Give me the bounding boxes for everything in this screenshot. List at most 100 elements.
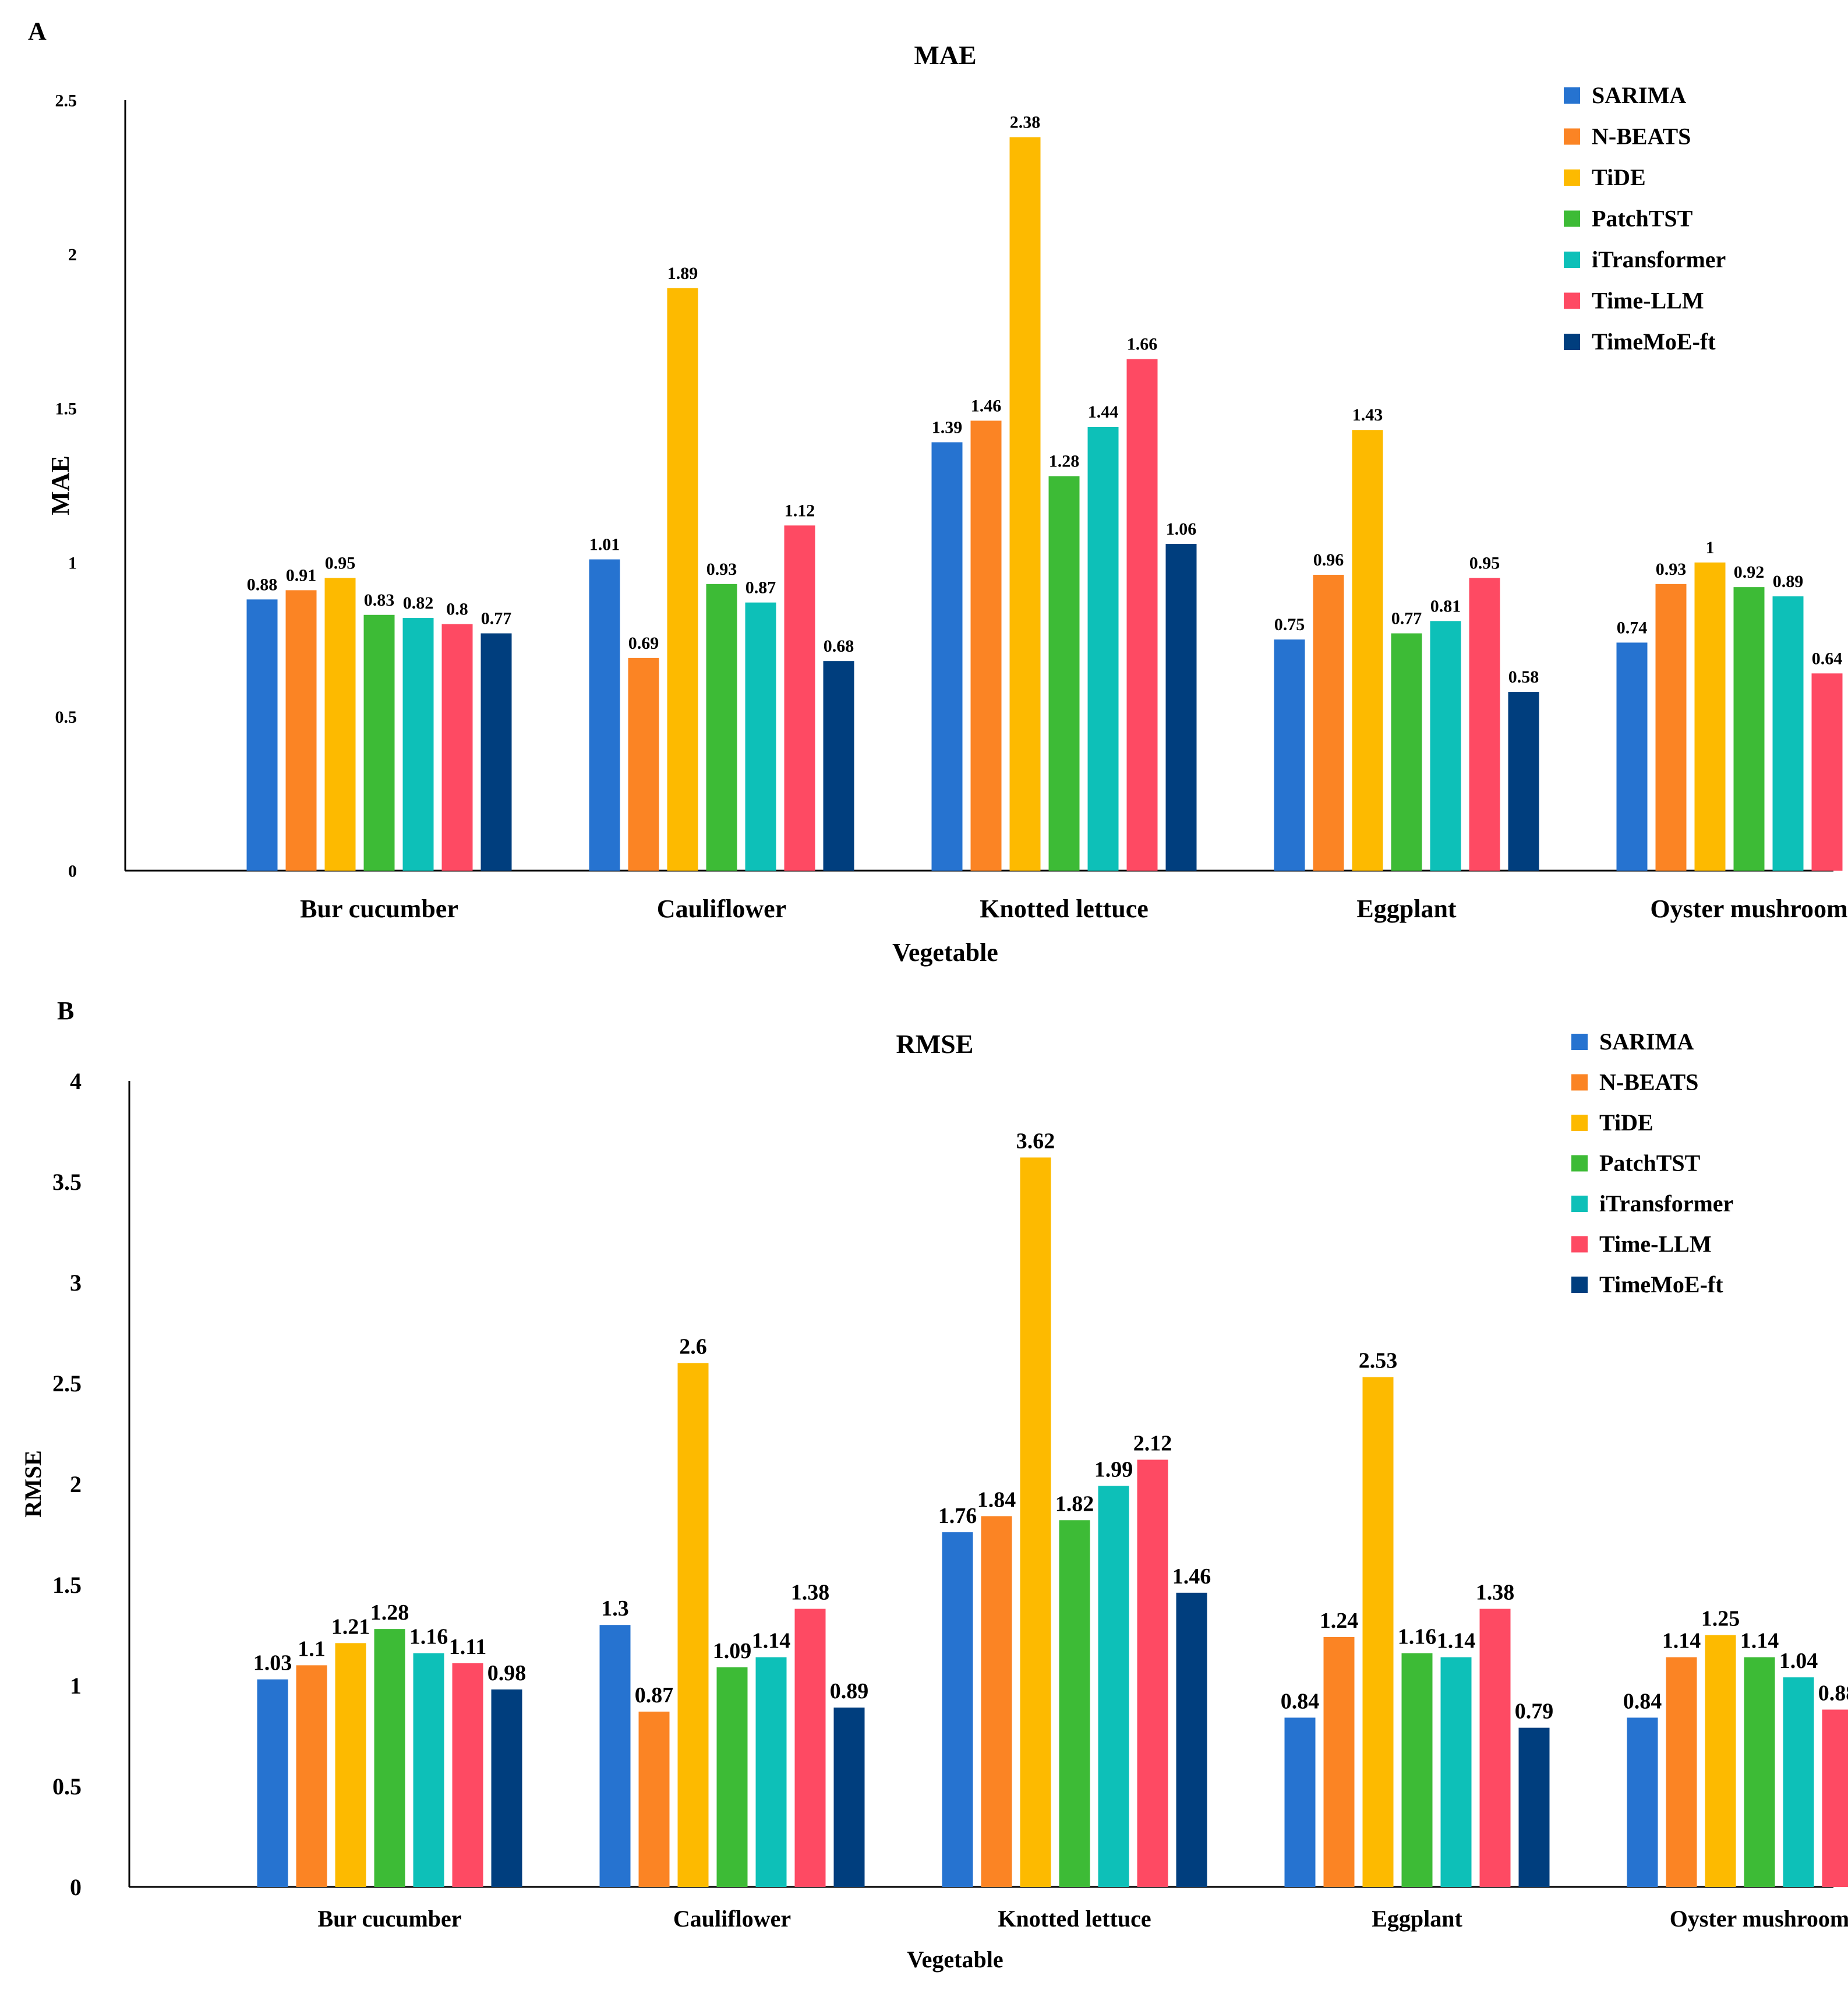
panel-a-x-tick-oyster-mushroom: Oyster mushroom bbox=[1650, 895, 1847, 923]
panel-a-data-label-n-beats-knotted-lettuce: 1.46 bbox=[971, 396, 1002, 415]
panel-b-data-label-patchtst-eggplant: 1.16 bbox=[1398, 1625, 1437, 1649]
panel-b-data-label-sarima-cauliflower: 1.3 bbox=[601, 1596, 629, 1621]
panel-a-bar-sarima-knotted-lettuce bbox=[931, 442, 963, 871]
panel-a-legend-label-itransformer: iTransformer bbox=[1592, 246, 1726, 273]
panel-b-legend-label-n-beats: N-BEATS bbox=[1599, 1069, 1698, 1095]
panel-b-data-label-itransformer-knotted-lettuce: 1.99 bbox=[1094, 1457, 1133, 1482]
panel-a-bar-timemoe-ft-cauliflower bbox=[823, 661, 854, 871]
panel-a-data-label-itransformer-knotted-lettuce: 1.44 bbox=[1088, 402, 1119, 422]
panel-a-bar-itransformer-eggplant bbox=[1430, 621, 1461, 871]
panel-a-data-label-sarima-eggplant: 0.75 bbox=[1274, 615, 1305, 634]
panel-b-bar-patchtst-eggplant bbox=[1401, 1653, 1433, 1887]
panel-b-data-label-timemoe-ft-knotted-lettuce: 1.46 bbox=[1172, 1564, 1211, 1589]
panel-b-bar-itransformer-bur-cucumber bbox=[413, 1653, 444, 1887]
panel-b-data-label-time-llm-oyster-mushroom: 0.88 bbox=[1818, 1681, 1848, 1706]
panel-b-title: RMSE bbox=[896, 1029, 974, 1059]
panel-a-bar-n-beats-eggplant bbox=[1313, 574, 1344, 871]
panel-b-x-tick-knotted-lettuce: Knotted lettuce bbox=[998, 1906, 1151, 1932]
panel-b-bar-time-llm-eggplant bbox=[1479, 1609, 1511, 1887]
panel-b-data-label-time-llm-bur-cucumber: 1.11 bbox=[449, 1635, 486, 1659]
panel-a-bar-time-llm-bur-cucumber bbox=[441, 624, 473, 871]
panel-a-data-label-tide-cauliflower: 1.89 bbox=[667, 264, 698, 283]
panel-a-legend-swatch-time-llm bbox=[1564, 292, 1580, 309]
panel-b-bar-sarima-knotted-lettuce bbox=[942, 1532, 973, 1887]
panel-b-data-label-timemoe-ft-bur-cucumber: 0.98 bbox=[487, 1661, 527, 1685]
panel-b-bar-tide-oyster-mushroom bbox=[1705, 1635, 1736, 1887]
panel-a-bar-n-beats-bur-cucumber bbox=[285, 590, 317, 871]
panel-a-bar-timemoe-ft-eggplant bbox=[1508, 692, 1539, 871]
panel-b-bar-tide-bur-cucumber bbox=[335, 1643, 366, 1887]
panel-b-bar-n-beats-oyster-mushroom bbox=[1666, 1657, 1697, 1887]
panel-b-legend-swatch-sarima bbox=[1571, 1034, 1588, 1050]
panel-a-legend-swatch-tide bbox=[1564, 169, 1580, 186]
panel-a-x-tick-knotted-lettuce: Knotted lettuce bbox=[980, 895, 1149, 923]
panel-a-bar-tide-oyster-mushroom bbox=[1694, 562, 1726, 871]
panel-b-y-tick-label: 2.5 bbox=[52, 1370, 82, 1397]
panel-b-bar-time-llm-oyster-mushroom bbox=[1822, 1709, 1848, 1887]
panel-b-legend-label-patchtst: PatchTST bbox=[1599, 1150, 1701, 1176]
panel-b-bar-patchtst-oyster-mushroom bbox=[1744, 1657, 1775, 1887]
panel-b-letter: B bbox=[57, 996, 74, 1025]
panel-a-data-label-timemoe-ft-bur-cucumber: 0.77 bbox=[481, 609, 512, 628]
panel-b-bar-tide-cauliflower bbox=[677, 1363, 709, 1887]
panel-b-y-tick-label: 1.5 bbox=[52, 1572, 82, 1598]
panel-b-data-label-timemoe-ft-eggplant: 0.79 bbox=[1515, 1699, 1554, 1724]
panel-a-x-tick-bur-cucumber: Bur cucumber bbox=[300, 895, 458, 923]
panel-b-legend-label-itransformer: iTransformer bbox=[1599, 1190, 1733, 1217]
panel-b-x-tick-eggplant: Eggplant bbox=[1372, 1906, 1462, 1932]
panel-b-bar-itransformer-cauliflower bbox=[755, 1657, 787, 1887]
panel-b-data-label-sarima-oyster-mushroom: 0.84 bbox=[1623, 1689, 1662, 1713]
panel-a-legend: SARIMA N-BEATS TiDE PatchTST iTransformer Tim… bbox=[1564, 82, 1726, 355]
panel-b-data-label-n-beats-eggplant: 1.24 bbox=[1320, 1609, 1359, 1633]
panel-b-data-label-n-beats-knotted-lettuce: 1.84 bbox=[977, 1487, 1016, 1512]
panel-a-legend-label-n-beats: N-BEATS bbox=[1592, 123, 1691, 150]
panel-a-bar-tide-bur-cucumber bbox=[324, 578, 356, 871]
panel-b-bar-n-beats-eggplant bbox=[1323, 1636, 1355, 1887]
panel-a-data-label-patchtst-oyster-mushroom: 0.92 bbox=[1734, 563, 1765, 582]
panel-b-legend-label-sarima: SARIMA bbox=[1599, 1028, 1694, 1055]
panel-a-bar-tide-knotted-lettuce bbox=[1009, 137, 1041, 871]
panel-a-bar-itransformer-knotted-lettuce bbox=[1087, 426, 1119, 871]
panel-b-bar-sarima-bur-cucumber bbox=[257, 1679, 288, 1887]
panel-a-bar-sarima-eggplant bbox=[1274, 639, 1305, 871]
panel-b-x-tick-bur-cucumber: Bur cucumber bbox=[317, 1906, 461, 1932]
panel-a-bar-itransformer-cauliflower bbox=[745, 602, 776, 871]
panel-a-y-axis-label: MAE bbox=[46, 455, 75, 515]
panel-b-bar-timemoe-ft-bur-cucumber bbox=[491, 1689, 522, 1887]
panel-a-bar-patchtst-bur-cucumber bbox=[363, 614, 395, 871]
panel-a-data-label-time-llm-cauliflower: 1.12 bbox=[785, 501, 815, 520]
panel-a-data-label-timemoe-ft-knotted-lettuce: 1.06 bbox=[1166, 519, 1197, 539]
panel-a-data-label-patchtst-cauliflower: 0.93 bbox=[706, 560, 737, 579]
panel-b-bar-n-beats-cauliflower bbox=[638, 1711, 670, 1887]
panel-b-y-tick-label: 4 bbox=[70, 1068, 82, 1094]
panel-a-data-label-time-llm-eggplant: 0.95 bbox=[1469, 553, 1500, 572]
panel-a-data-label-tide-knotted-lettuce: 2.38 bbox=[1010, 113, 1041, 132]
panel-a-y-tick-label: 2 bbox=[68, 245, 77, 264]
panel-b-legend-swatch-time-llm bbox=[1571, 1236, 1588, 1253]
panel-a-data-label-patchtst-eggplant: 0.77 bbox=[1391, 609, 1422, 628]
panel-a-data-label-patchtst-knotted-lettuce: 1.28 bbox=[1049, 452, 1080, 471]
panel-a-x-tick-cauliflower: Cauliflower bbox=[657, 895, 786, 923]
panel-b-data-label-sarima-eggplant: 0.84 bbox=[1281, 1689, 1320, 1713]
panel-b-data-label-tide-bur-cucumber: 1.21 bbox=[331, 1614, 370, 1639]
panel-b-data-label-itransformer-oyster-mushroom: 1.04 bbox=[1779, 1649, 1818, 1673]
panel-b-bar-time-llm-bur-cucumber bbox=[452, 1663, 483, 1887]
panel-b-x-tick-oyster-mushroom: Oyster mushroom bbox=[1670, 1906, 1848, 1932]
panel-a-data-label-timemoe-ft-cauliflower: 0.68 bbox=[824, 637, 854, 656]
panel-a-bar-sarima-bur-cucumber bbox=[246, 599, 278, 871]
panel-b-bar-timemoe-ft-knotted-lettuce bbox=[1176, 1592, 1207, 1887]
panel-b-bar-sarima-eggplant bbox=[1284, 1717, 1316, 1887]
panel-b-bar-tide-knotted-lettuce bbox=[1020, 1157, 1051, 1887]
panel-a-data-label-sarima-knotted-lettuce: 1.39 bbox=[932, 418, 963, 437]
panel-a-bar-timemoe-ft-knotted-lettuce bbox=[1165, 544, 1197, 871]
panel-b-y-tick-label: 0 bbox=[70, 1874, 82, 1900]
panel-b-bar-sarima-cauliflower bbox=[599, 1625, 631, 1887]
panel-b-bar-itransformer-eggplant bbox=[1440, 1657, 1472, 1887]
panel-b-bar-n-beats-knotted-lettuce bbox=[981, 1516, 1012, 1887]
panel-b-data-label-tide-cauliflower: 2.6 bbox=[679, 1334, 707, 1359]
panel-a-bar-time-llm-cauliflower bbox=[784, 525, 815, 871]
panel-a-y-tick-label: 2.5 bbox=[55, 91, 77, 111]
panel-a-bar-time-llm-oyster-mushroom bbox=[1811, 673, 1843, 871]
panel-a-data-label-n-beats-eggplant: 0.96 bbox=[1313, 550, 1344, 570]
panel-b-bar-n-beats-bur-cucumber bbox=[296, 1665, 327, 1887]
